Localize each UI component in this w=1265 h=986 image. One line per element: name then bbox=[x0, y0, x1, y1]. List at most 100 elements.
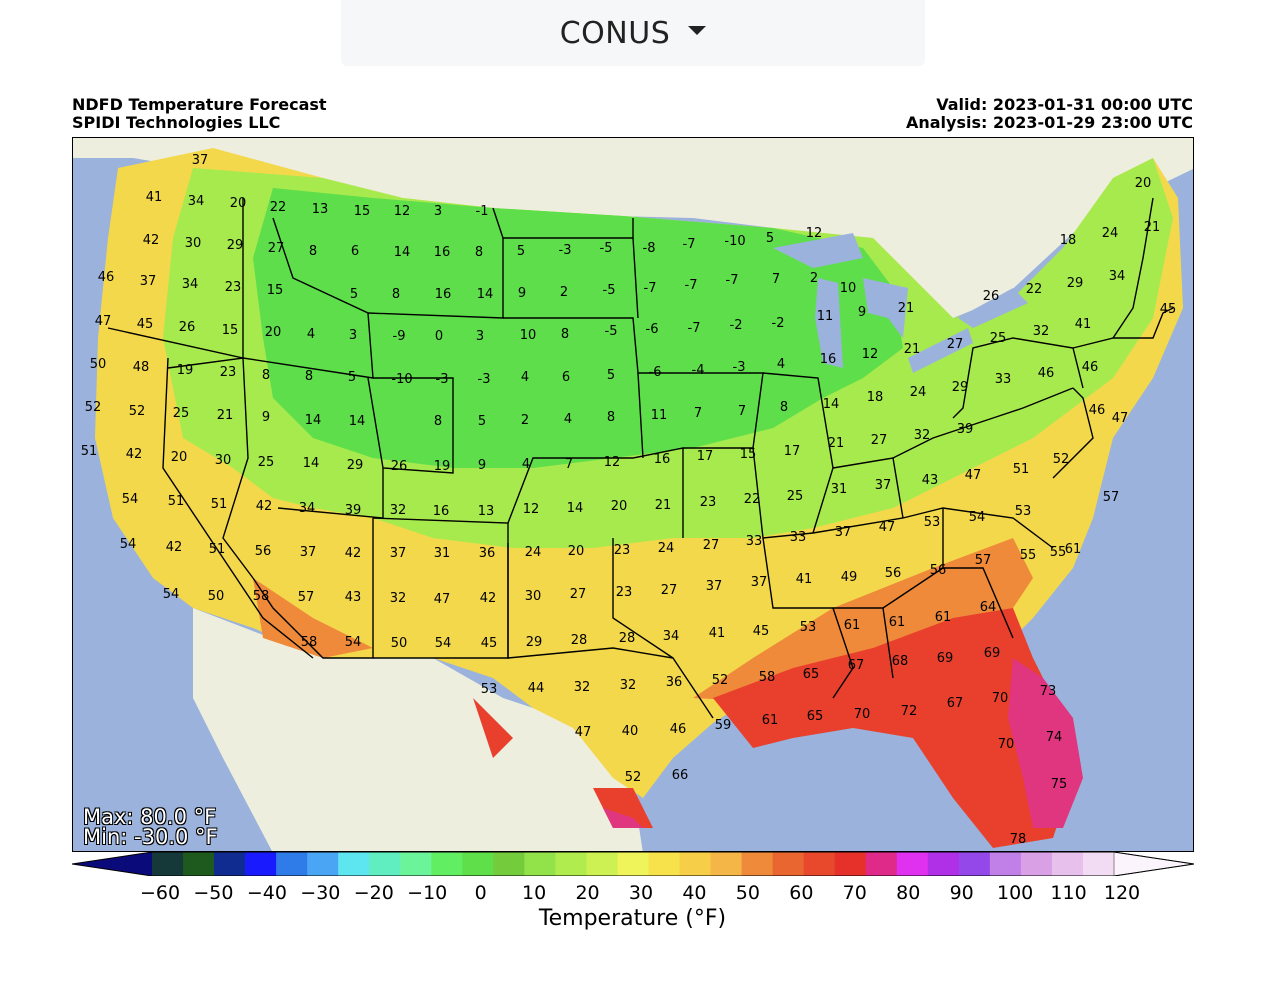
temperature-value: 4 bbox=[521, 370, 529, 385]
temperature-value: 24 bbox=[910, 385, 927, 400]
temperature-value: 42 bbox=[480, 591, 497, 606]
temperature-value: 26 bbox=[179, 320, 196, 335]
temperature-value: -10 bbox=[724, 234, 745, 249]
temperature-value: 47 bbox=[1112, 411, 1129, 426]
temperature-value: 27 bbox=[268, 241, 285, 256]
temperature-value: 53 bbox=[800, 620, 817, 635]
colorbar-segment bbox=[462, 852, 494, 876]
temperature-value: 29 bbox=[526, 635, 543, 650]
temperature-value: 30 bbox=[215, 453, 232, 468]
temperature-value: 44 bbox=[528, 681, 545, 696]
colorbar-tick-label: 0 bbox=[474, 882, 487, 904]
temperature-value: 55 bbox=[1020, 548, 1037, 563]
temperature-value: 68 bbox=[892, 654, 909, 669]
temperature-value: 48 bbox=[133, 360, 150, 375]
colorbar-tick-label: 30 bbox=[628, 882, 654, 904]
temperature-value: 25 bbox=[990, 331, 1007, 346]
temperature-value: 37 bbox=[751, 575, 768, 590]
temperature-value: -3 bbox=[478, 372, 491, 387]
temperature-value: 46 bbox=[1089, 403, 1106, 418]
temperature-value: 46 bbox=[1038, 366, 1055, 381]
temperature-value: 34 bbox=[188, 194, 205, 209]
temperature-value: 25 bbox=[173, 406, 190, 421]
temperature-value: 23 bbox=[220, 365, 237, 380]
temperature-value: 7 bbox=[694, 406, 702, 421]
temperature-value: 54 bbox=[122, 492, 139, 507]
temperature-value: 47 bbox=[434, 592, 451, 607]
temperature-value: 7 bbox=[738, 404, 746, 419]
temperature-value: 56 bbox=[930, 563, 947, 578]
temperature-value: 42 bbox=[126, 447, 143, 462]
temperature-value: 21 bbox=[217, 408, 234, 423]
colorbar-tick-label: −40 bbox=[246, 882, 287, 904]
temperature-value: 61 bbox=[889, 615, 906, 630]
temperature-value: -7 bbox=[726, 273, 739, 288]
temperature-value: 12 bbox=[523, 502, 540, 517]
temperature-value: 9 bbox=[858, 305, 866, 320]
colorbar-segment bbox=[245, 852, 277, 876]
temperature-value: 47 bbox=[575, 725, 592, 740]
temperature-value: 56 bbox=[255, 544, 272, 559]
region-selector[interactable]: CONUS bbox=[341, 0, 925, 66]
temperature-value: 54 bbox=[120, 537, 137, 552]
temperature-value: 37 bbox=[706, 579, 723, 594]
temperature-value: 72 bbox=[901, 704, 918, 719]
temperature-value: 46 bbox=[670, 722, 687, 737]
valid-time: Valid: 2023-01-31 00:00 UTC bbox=[936, 95, 1193, 114]
temperature-value: 54 bbox=[969, 510, 986, 525]
temperature-value: 57 bbox=[975, 553, 992, 568]
temperature-value: 37 bbox=[390, 546, 407, 561]
temperature-value: 54 bbox=[163, 587, 180, 602]
temperature-value: 31 bbox=[831, 482, 848, 497]
temperature-value: 4 bbox=[522, 457, 530, 472]
colorbar-segment bbox=[1020, 852, 1053, 876]
temperature-value: -6 bbox=[646, 322, 659, 337]
temperature-value: 20 bbox=[1135, 176, 1152, 191]
temperature-value: 9 bbox=[262, 410, 270, 425]
temperature-value: 14 bbox=[303, 456, 320, 471]
temperature-value: 37 bbox=[192, 153, 209, 168]
temperature-value: 7 bbox=[772, 272, 780, 287]
temperature-value: 69 bbox=[937, 651, 954, 666]
band-gulf bbox=[603, 658, 1083, 828]
temperature-value: 42 bbox=[345, 546, 362, 561]
temperature-value: 10 bbox=[840, 281, 857, 296]
colorbar-segment bbox=[524, 852, 556, 876]
colorbar-tick-label: 100 bbox=[996, 882, 1034, 904]
temperature-value: 14 bbox=[567, 501, 584, 516]
temperature-value: 52 bbox=[712, 673, 729, 688]
colorbar-tick-label: 40 bbox=[682, 882, 707, 904]
colorbar-segment bbox=[493, 852, 525, 876]
temperature-value: 41 bbox=[146, 190, 163, 205]
temperature-value: 23 bbox=[614, 543, 631, 558]
temperature-value: 54 bbox=[345, 635, 362, 650]
temperature-value: 23 bbox=[700, 495, 717, 510]
temperature-value: 52 bbox=[1053, 452, 1070, 467]
temperature-value: 29 bbox=[347, 458, 364, 473]
map-title: NDFD Temperature Forecast bbox=[72, 95, 327, 114]
temperature-value: 26 bbox=[391, 459, 408, 474]
temperature-value: 33 bbox=[790, 530, 807, 545]
colorbar-tick-label: 90 bbox=[949, 882, 974, 904]
colorbar-tick-label: 60 bbox=[789, 882, 814, 904]
temperature-value: 29 bbox=[227, 238, 244, 253]
temperature-value: 61 bbox=[762, 713, 779, 728]
temperature-value: 37 bbox=[875, 478, 892, 493]
temperature-value: 16 bbox=[654, 452, 671, 467]
temperature-value: 47 bbox=[965, 468, 982, 483]
colorbar-segment bbox=[741, 852, 774, 876]
temperature-value: 5 bbox=[348, 370, 356, 385]
temperature-value: 37 bbox=[835, 525, 852, 540]
colorbar-segment bbox=[431, 852, 463, 876]
colorbar-segment bbox=[834, 852, 867, 876]
temperature-value: 17 bbox=[784, 444, 801, 459]
temperature-value: 28 bbox=[619, 631, 636, 646]
colorbar-segment bbox=[803, 852, 836, 876]
temperature-value: 6 bbox=[562, 370, 570, 385]
temperature-value: 20 bbox=[230, 196, 247, 211]
colorbar-segment bbox=[555, 852, 587, 876]
temperature-colorbar bbox=[72, 852, 1194, 876]
temperature-value: 34 bbox=[663, 629, 680, 644]
temperature-value: 36 bbox=[666, 675, 683, 690]
temperature-value: 34 bbox=[1109, 269, 1126, 284]
